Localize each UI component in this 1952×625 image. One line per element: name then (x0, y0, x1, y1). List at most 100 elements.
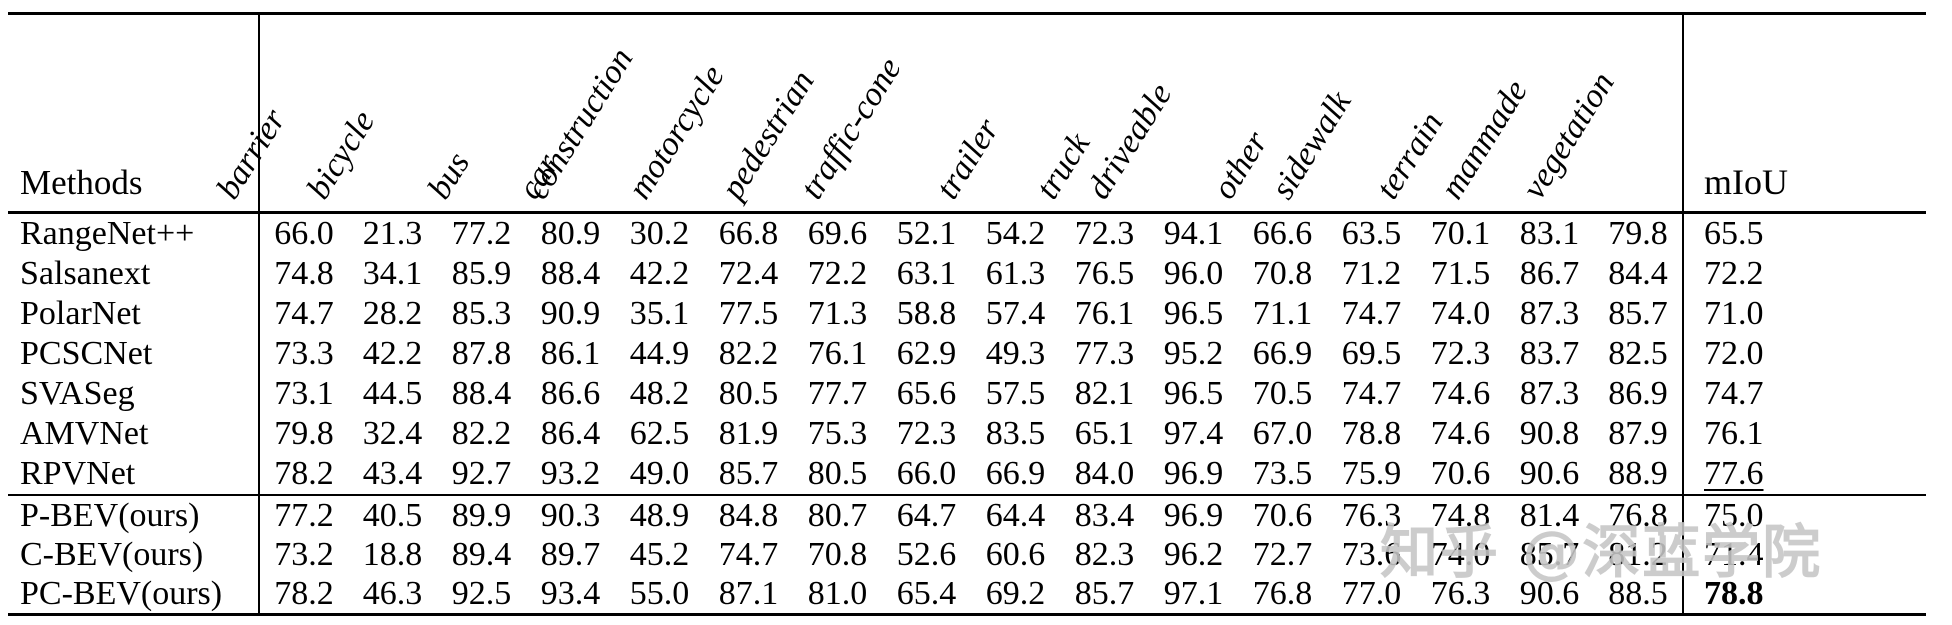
value-cell: 78.8 (1341, 415, 1402, 452)
value-cell: 77.5 (718, 295, 779, 332)
miou-value: 75.0 (1704, 496, 1764, 534)
value-cell: 84.4 (1608, 255, 1668, 292)
value-cell: 80.9 (540, 215, 601, 252)
value-cell: 78.2 (274, 574, 334, 612)
value-cell: 52.1 (896, 215, 957, 252)
value-cell: 65.6 (896, 375, 957, 412)
value-cell: 86.6 (540, 375, 601, 412)
value-cell: 48.2 (629, 375, 690, 412)
value-cell: 76.3 (1430, 574, 1491, 612)
value-cell: 86.4 (540, 415, 601, 452)
value-cell: 72.3 (1430, 335, 1491, 372)
value-cell: 35.1 (629, 295, 690, 332)
method-cell: SVASeg (8, 374, 260, 414)
table-row: C-BEV(ours) 73.2 18.8 89.4 89.7 45.2 74.7 70.8 5… (8, 535, 1926, 574)
value-cell: 66.9 (985, 455, 1046, 492)
value-cell: 93.2 (540, 455, 601, 492)
value-cell: 63.5 (1341, 215, 1402, 252)
table-row: AMVNet 79.8 32.4 82.2 86.4 62.5 81.9 75.3 72.3 83… (8, 414, 1926, 454)
value-cell: 76.8 (1252, 574, 1313, 612)
value-cell: 76.1 (1074, 295, 1135, 332)
value-cell: 72.2 (807, 255, 868, 292)
value-cell: 96.2 (1163, 535, 1224, 573)
row-group-2: P-BEV(ours) 77.2 40.5 89.9 90.3 48.9 84.8 80.7 6… (8, 494, 1926, 613)
value-cell: 67.0 (1252, 415, 1313, 452)
value-cell: 79.8 (274, 415, 334, 452)
value-cell: 61.3 (985, 255, 1046, 292)
value-cell: 88.4 (451, 375, 512, 412)
value-cell: 85.9 (451, 255, 512, 292)
value-cell: 77.3 (1074, 335, 1135, 372)
value-cell: 49.0 (629, 455, 690, 492)
table-row: RPVNet 78.2 43.4 92.7 93.2 49.0 85.7 80.5 66.0 66… (8, 454, 1926, 495)
value-cell: 83.1 (1519, 215, 1580, 252)
value-cell: 32.4 (362, 415, 423, 452)
miou-cell: 71.4 (1682, 535, 1926, 574)
method-cell: P-BEV(ours) (8, 494, 260, 535)
value-cell: 96.9 (1149, 494, 1238, 535)
value-cell: 69.2 (985, 574, 1046, 612)
value-cell: 92.7 (451, 455, 512, 492)
value-cell: 71.2 (1341, 255, 1402, 292)
value-cell: 74.8 (1416, 494, 1505, 535)
class-header-car: car (511, 15, 615, 214)
value-cell: 57.5 (985, 375, 1046, 412)
value-cell: 65.4 (896, 574, 957, 612)
value-cell: 77.2 (451, 215, 512, 252)
value-cell: 74.6 (1430, 375, 1491, 412)
value-cell: 60.6 (985, 535, 1046, 573)
table-row: P-BEV(ours) 77.2 40.5 89.9 90.3 48.9 84.8 80.7 6… (8, 494, 1926, 535)
table-row: PCSCNet 73.3 42.2 87.8 86.1 44.9 82.2 76.1 62.9 4… (8, 334, 1926, 374)
value-cell: 87.8 (451, 335, 512, 372)
value-cell: 92.5 (451, 574, 512, 612)
miou-cell: 72.0 (1682, 334, 1926, 374)
value-cell: 74.7 (1341, 295, 1402, 332)
value-cell: 74.7 (1341, 375, 1402, 412)
class-header-traffic-cone: traffic-cone (793, 15, 971, 214)
miou-cell: 78.8 (1682, 574, 1926, 613)
value-cell: 76.1 (807, 335, 868, 372)
value-cell: 88.9 (1608, 455, 1668, 492)
value-cell: 85.7 (718, 455, 779, 492)
value-cell: 66.8 (718, 215, 779, 252)
value-cell: 83.5 (985, 415, 1046, 452)
class-header-manmade: manmade (1433, 15, 1594, 214)
value-cell: 83.7 (1519, 335, 1580, 372)
value-cell: 48.9 (615, 494, 704, 535)
value-cell: 64.4 (971, 494, 1060, 535)
value-cell: 90.6 (1519, 455, 1580, 492)
value-cell: 80.5 (718, 375, 779, 412)
miou-cell: 77.6 (1682, 454, 1926, 495)
value-cell: 66.9 (1252, 335, 1313, 372)
value-cell: 82.3 (1074, 535, 1135, 573)
miou-value: 77.6 (1704, 455, 1764, 492)
miou-cell: 75.0 (1682, 494, 1926, 535)
class-header-sidewalk: sidewalk (1264, 15, 1416, 214)
value-cell: 18.8 (362, 535, 423, 573)
value-cell: 89.9 (437, 494, 526, 535)
value-cell: 90.3 (526, 494, 615, 535)
value-cell: 72.7 (1252, 535, 1313, 573)
miou-value: 71.0 (1704, 295, 1764, 332)
method-cell: PCSCNet (8, 334, 260, 374)
value-cell: 76.8 (1594, 494, 1683, 535)
value-cell: 97.4 (1163, 415, 1224, 452)
value-cell: 52.6 (896, 535, 957, 573)
table-row: SVASeg 73.1 44.5 88.4 86.6 48.2 80.5 77.7 65.6 57… (8, 374, 1926, 414)
value-cell: 73.6 (1341, 535, 1402, 573)
method-cell: PolarNet (8, 294, 260, 334)
miou-header: mIoU (1682, 15, 1926, 214)
miou-cell: 65.5 (1682, 212, 1926, 254)
value-cell: 88.4 (540, 255, 601, 292)
value-cell: 72.3 (896, 415, 957, 452)
value-cell: 63.1 (896, 255, 957, 292)
value-cell: 89.7 (540, 535, 601, 573)
value-cell: 81.4 (1505, 494, 1594, 535)
value-cell: 85.3 (451, 295, 512, 332)
miou-value: 78.8 (1704, 574, 1764, 612)
value-cell: 74.8 (274, 255, 334, 292)
miou-cell: 76.1 (1682, 414, 1926, 454)
value-cell: 42.2 (629, 255, 690, 292)
value-cell: 96.5 (1163, 295, 1224, 332)
